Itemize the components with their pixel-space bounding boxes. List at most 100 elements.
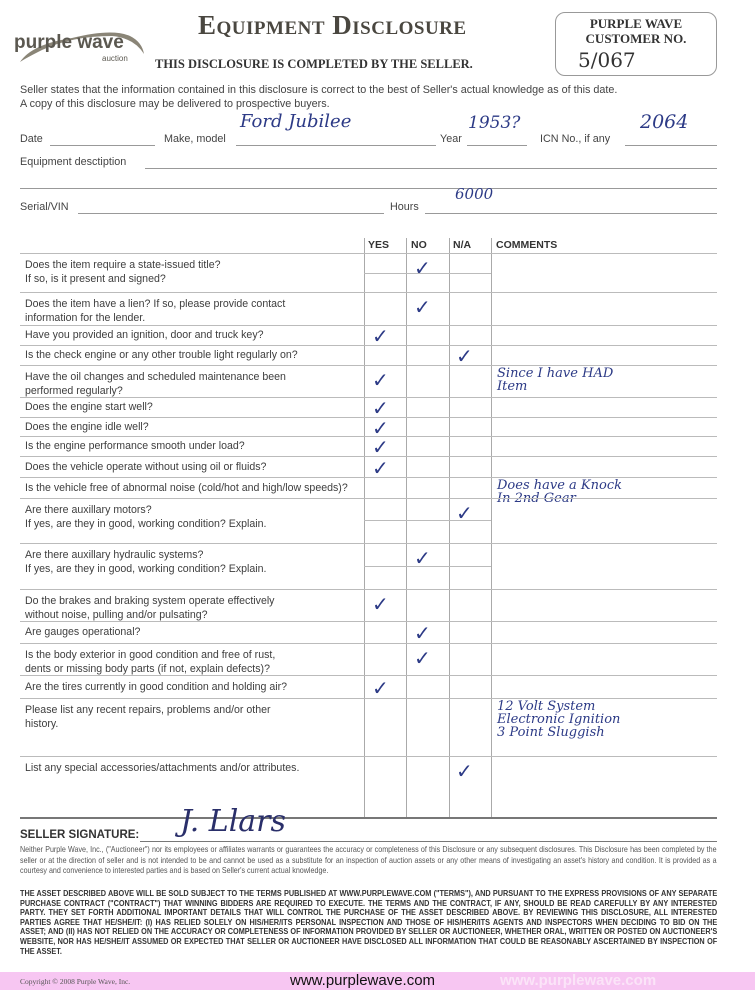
row-1-no-checkbox[interactable]: ✓	[406, 253, 448, 292]
row-13-na-checkbox[interactable]	[448, 589, 490, 621]
row-11-yes-checkbox[interactable]	[364, 498, 406, 543]
row-2-yes-checkbox[interactable]	[364, 292, 406, 325]
equipment-description-line-2[interactable]	[20, 176, 717, 189]
row-8-na-checkbox[interactable]	[448, 436, 490, 456]
intro-text: Seller states that the information conta…	[20, 84, 618, 110]
footer-band	[0, 972, 755, 990]
question-text: Does the engine start well?	[25, 401, 153, 413]
copyright: Copyright © 2008 Purple Wave, Inc.	[20, 977, 131, 986]
row-5-na-checkbox[interactable]	[448, 365, 490, 397]
row-5-yes-checkbox[interactable]: ✓	[364, 365, 406, 397]
row-divider	[20, 589, 717, 590]
row-15-na-checkbox[interactable]	[448, 643, 490, 675]
equipment-description-field[interactable]	[145, 156, 717, 169]
row-15-no-checkbox[interactable]: ✓	[406, 643, 448, 675]
row-14-yes-checkbox[interactable]	[364, 621, 406, 643]
row-divider	[20, 397, 717, 398]
row-17-na-checkbox[interactable]	[448, 698, 490, 756]
question-text: Have the oil changes and scheduled maint…	[25, 371, 286, 397]
seller-signature: J. Llars	[180, 804, 286, 839]
row-17-yes-checkbox[interactable]	[364, 698, 406, 756]
row-4-na-checkbox[interactable]: ✓	[448, 345, 490, 368]
row-divider	[20, 345, 717, 346]
row-6-yes-checkbox[interactable]: ✓	[364, 397, 406, 420]
row-divider	[20, 365, 717, 366]
checkmark-icon: ✓	[372, 398, 389, 420]
row-subdivider	[364, 520, 491, 521]
row-14-no-checkbox[interactable]: ✓	[406, 621, 448, 645]
checkmark-icon: ✓	[456, 346, 473, 368]
row-16-no-checkbox[interactable]	[406, 675, 448, 698]
row-9-na-checkbox[interactable]	[448, 456, 490, 477]
row-10-no-checkbox[interactable]	[406, 477, 448, 498]
row-6-no-checkbox[interactable]	[406, 397, 448, 417]
row-8-yes-checkbox[interactable]: ✓	[364, 436, 406, 458]
row-18-no-checkbox[interactable]	[406, 756, 448, 817]
row-2-no-checkbox[interactable]: ✓	[406, 292, 448, 325]
question-text: Does the engine idle well?	[25, 420, 149, 433]
row-16-yes-checkbox[interactable]: ✓	[364, 675, 406, 699]
row-4-yes-checkbox[interactable]	[364, 345, 406, 365]
row-15-yes-checkbox[interactable]	[364, 643, 406, 675]
row-8-no-checkbox[interactable]	[406, 436, 448, 456]
date-field[interactable]	[50, 133, 155, 146]
row-6-na-checkbox[interactable]	[448, 397, 490, 417]
row-divider	[20, 543, 717, 544]
row-2-na-checkbox[interactable]	[448, 292, 490, 325]
row-1-na-checkbox[interactable]	[448, 253, 490, 292]
question-text: Does the item require a state-issued tit…	[25, 259, 221, 285]
row-13-no-checkbox[interactable]	[406, 589, 448, 621]
row-3-na-checkbox[interactable]	[448, 325, 490, 345]
header-na: N/A	[453, 239, 472, 251]
row-divider	[20, 498, 717, 499]
row-divider	[20, 417, 717, 418]
row-7-yes-checkbox[interactable]: ✓	[364, 417, 406, 439]
row-7-no-checkbox[interactable]	[406, 417, 448, 436]
row-3-no-checkbox[interactable]	[406, 325, 448, 345]
make-model-field[interactable]	[236, 133, 436, 146]
row-divider	[20, 436, 717, 437]
header-yes: YES	[368, 239, 390, 251]
row-12-na-checkbox[interactable]	[448, 543, 490, 589]
signature-label: SELLER SIGNATURE:	[20, 829, 140, 841]
checkmark-icon: ✓	[372, 326, 389, 348]
question-text: List any special accessories/attachments…	[25, 762, 300, 774]
row-12-yes-checkbox[interactable]	[364, 543, 406, 589]
serial-vin-field[interactable]	[78, 201, 384, 214]
row-4-no-checkbox[interactable]	[406, 345, 448, 365]
question-text: Are gauges operational?	[25, 626, 141, 638]
seller-signature-field[interactable]	[140, 829, 717, 842]
page-title: Equipment Disclosure	[198, 10, 467, 40]
icn-field[interactable]	[625, 133, 717, 146]
row-1-yes-checkbox[interactable]	[364, 253, 406, 292]
question-text: Please list any recent repairs, problems…	[25, 704, 271, 730]
row-3-yes-checkbox[interactable]: ✓	[364, 325, 406, 348]
row-10-na-checkbox[interactable]	[448, 477, 490, 498]
question-text: Is the vehicle free of abnormal noise (c…	[25, 481, 348, 494]
row-9-no-checkbox[interactable]	[406, 456, 448, 477]
row-9-yes-checkbox[interactable]: ✓	[364, 456, 406, 479]
row-5-no-checkbox[interactable]	[406, 365, 448, 397]
checkmark-icon: ✓	[414, 623, 431, 645]
checkmark-icon: ✓	[414, 548, 431, 570]
row-18-na-checkbox[interactable]: ✓	[448, 756, 490, 817]
customer-number: 5/067	[578, 48, 636, 72]
row-11-no-checkbox[interactable]	[406, 498, 448, 543]
year-field[interactable]	[467, 133, 527, 146]
row-17-no-checkbox[interactable]	[406, 698, 448, 756]
row-12-no-checkbox[interactable]: ✓	[406, 543, 448, 589]
row-11-na-checkbox[interactable]: ✓	[448, 498, 490, 543]
question-text: Does the item have a lien? If so, please…	[25, 298, 286, 324]
row-7-na-checkbox[interactable]	[448, 417, 490, 436]
hours-field[interactable]	[425, 201, 717, 214]
checkmark-icon: ✓	[414, 648, 431, 670]
row-10-yes-checkbox[interactable]	[364, 477, 406, 498]
website-link[interactable]: www.purplewave.com	[290, 972, 436, 989]
row-13-yes-checkbox[interactable]: ✓	[364, 589, 406, 621]
question-text: Are the tires currently in good conditio…	[25, 680, 288, 693]
row-16-na-checkbox[interactable]	[448, 675, 490, 698]
row-14-na-checkbox[interactable]	[448, 621, 490, 643]
header-comments: COMMENTS	[496, 239, 558, 251]
header-no: NO	[411, 239, 427, 251]
row-18-yes-checkbox[interactable]	[364, 756, 406, 817]
